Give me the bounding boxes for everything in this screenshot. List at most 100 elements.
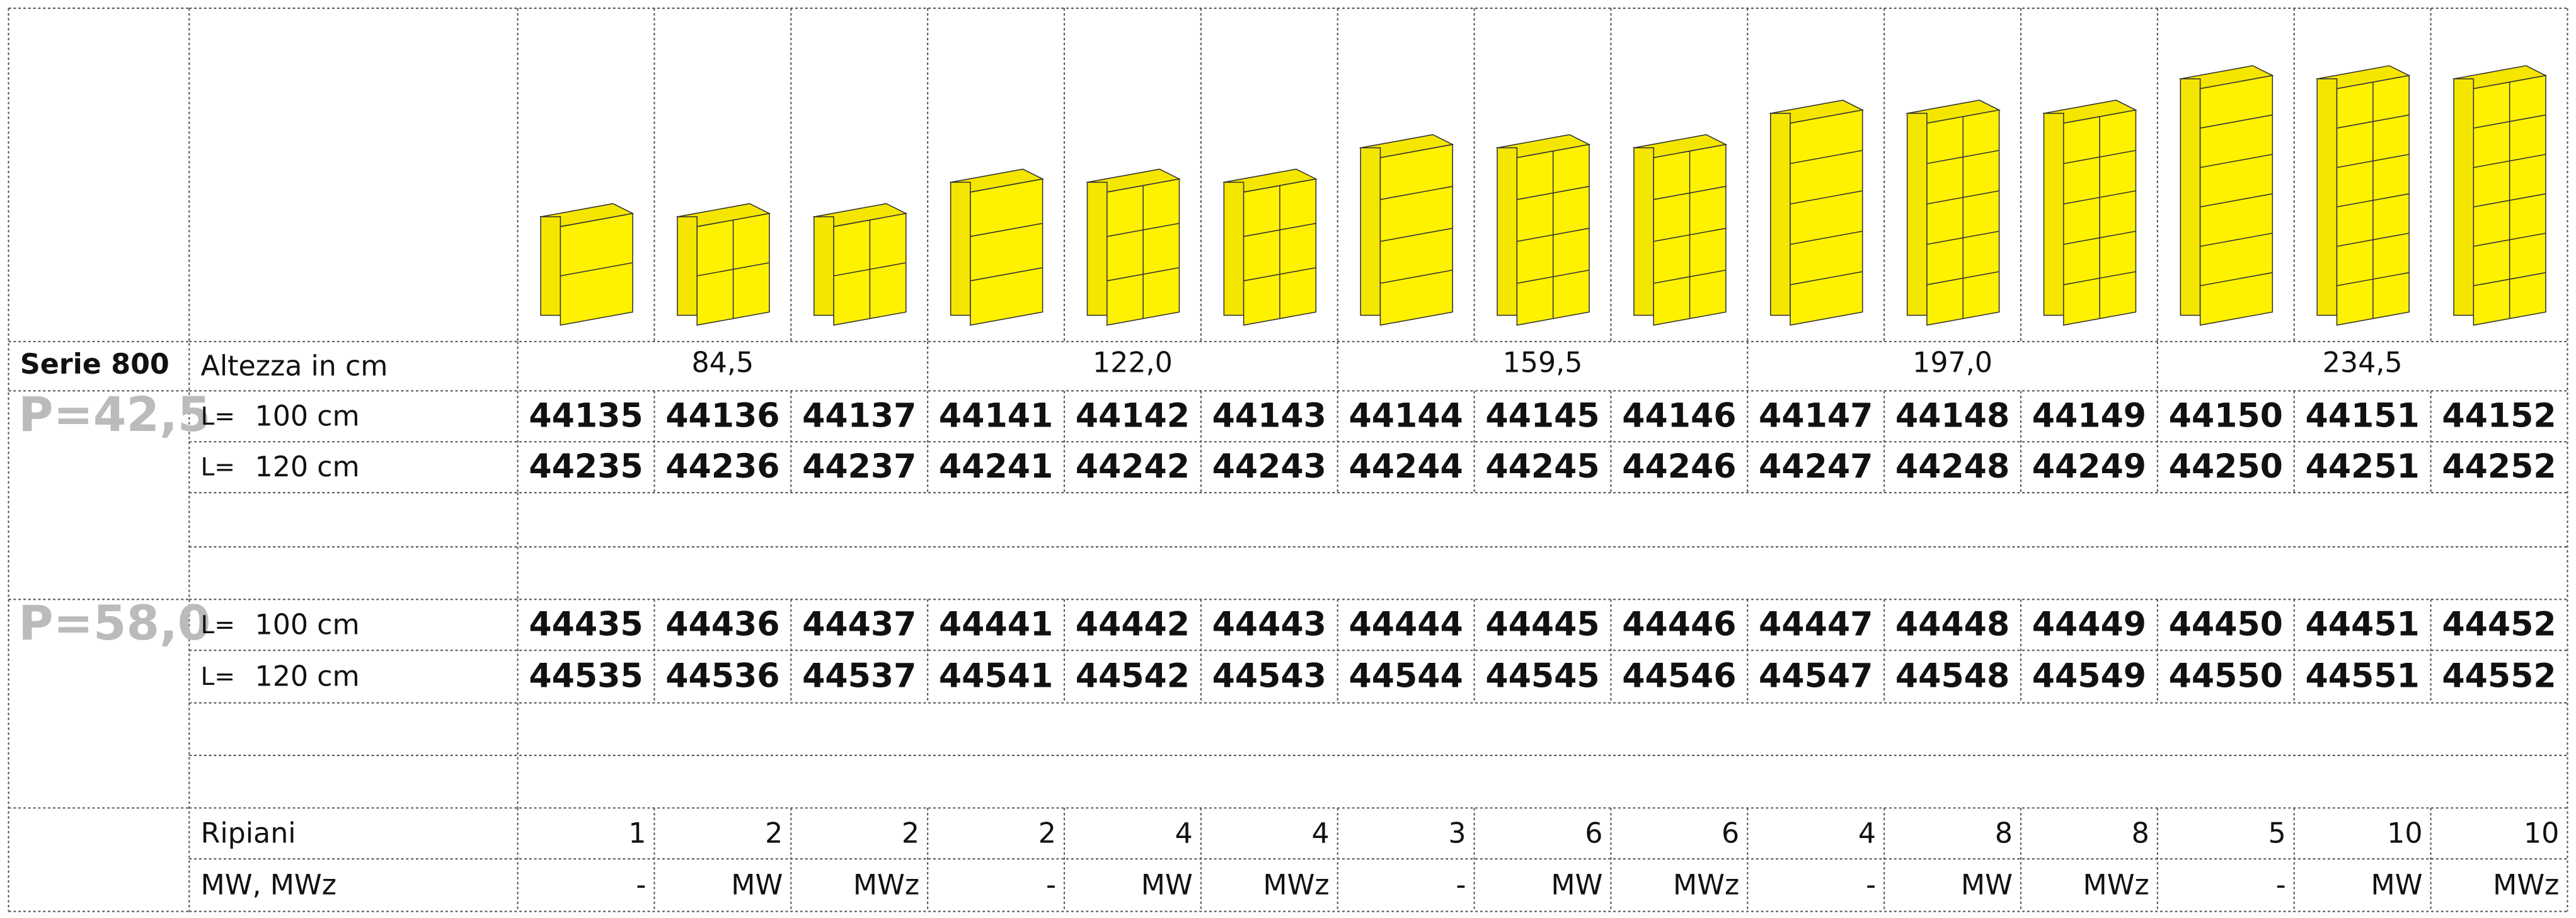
article-code: 44148 (1895, 397, 2010, 435)
shelves-count: 6 (1722, 817, 1739, 849)
width-prefix: L= (201, 454, 236, 482)
article-code: 44449 (2032, 605, 2146, 643)
article-code: 44537 (802, 657, 916, 695)
article-code: 44536 (665, 657, 779, 695)
article-code: 44543 (1212, 657, 1326, 695)
shelf-icon (2200, 232, 2273, 247)
shelf-icon (540, 216, 561, 316)
height-value: 84,5 (692, 347, 754, 379)
shelves-count: 3 (1448, 817, 1466, 849)
finish: - (1866, 869, 1876, 901)
article-code: 44445 (1485, 605, 1599, 643)
article-code: 44142 (1076, 397, 1190, 435)
shelf-icon (1790, 231, 1863, 245)
shelf-icon (1790, 271, 1863, 285)
shelf-icon (1633, 147, 1654, 316)
article-code: 44135 (529, 397, 643, 435)
height-value: 159,5 (1503, 347, 1583, 379)
height-value: 234,5 (2323, 347, 2403, 379)
article-code: 44541 (939, 657, 1053, 695)
article-code: 44545 (1485, 657, 1599, 695)
article-code: 44151 (2305, 397, 2419, 435)
finish: MW (731, 869, 783, 901)
article-code: 44542 (1076, 657, 1190, 695)
shelf-icon (1380, 227, 1453, 242)
width-label: 120 cm (255, 660, 360, 692)
shelves-count: 6 (1585, 817, 1602, 849)
height-label: Altezza in cm (201, 350, 388, 382)
article-code: 44243 (1212, 448, 1326, 486)
shelves-count: 5 (2268, 817, 2286, 849)
article-code: 44137 (802, 397, 916, 435)
article-code: 44535 (529, 657, 643, 695)
article-code: 44550 (2169, 657, 2283, 695)
article-code: 44251 (2305, 448, 2419, 486)
finish: - (1456, 869, 1466, 901)
finish: MWz (1673, 869, 1739, 901)
article-code: 44548 (1895, 657, 2010, 695)
finish: MWz (853, 869, 919, 901)
article-code: 44443 (1212, 605, 1326, 643)
finish: MW (1551, 869, 1602, 901)
article-code: 44544 (1348, 657, 1463, 695)
finish: - (2276, 869, 2286, 901)
height-value: 197,0 (1912, 347, 1992, 379)
shelf-icon (970, 178, 1044, 326)
article-code: 44147 (1759, 397, 1873, 435)
shelves-count: 1 (628, 817, 646, 849)
article-code: 44145 (1485, 397, 1599, 435)
finish: - (636, 869, 646, 901)
article-code: 44547 (1759, 657, 1873, 695)
finish: MW (1141, 869, 1193, 901)
finish: MWz (1263, 869, 1329, 901)
article-code: 44152 (2442, 397, 2556, 435)
shelf-icon (677, 216, 698, 316)
shelf-icon (1790, 190, 1863, 205)
article-code: 44244 (1348, 448, 1463, 486)
article-code: 44252 (2442, 448, 2556, 486)
article-code: 44442 (1076, 605, 1190, 643)
shelf-icon (560, 262, 633, 277)
width-prefix: L= (201, 611, 236, 640)
shelf-icon (970, 267, 1043, 282)
article-code: 44436 (665, 605, 779, 643)
shelf-icon (970, 222, 1043, 238)
article-code: 44246 (1622, 448, 1736, 486)
article-code: 44245 (1485, 448, 1599, 486)
shelves-count: 2 (1038, 817, 1056, 849)
article-code: 44451 (2305, 605, 2419, 643)
article-code: 44141 (939, 397, 1053, 435)
article-code: 44551 (2305, 657, 2419, 695)
article-code: 44149 (2032, 397, 2146, 435)
shelf-icon (2200, 154, 2273, 168)
article-code: 44249 (2032, 448, 2146, 486)
width-label: 120 cm (255, 451, 360, 483)
article-code: 44444 (1348, 605, 1463, 643)
width-label: 100 cm (255, 400, 360, 432)
article-code: 44447 (1759, 605, 1873, 643)
shelf-icon (1790, 109, 1863, 326)
shelf-icon (1360, 147, 1381, 316)
shelf-icon (1223, 181, 1245, 316)
shelves-count: 8 (1995, 817, 2013, 849)
shelf-icon (1086, 181, 1108, 316)
shelves-count: 4 (1311, 817, 1329, 849)
finish: MWz (2493, 869, 2559, 901)
shelf-icon (1790, 149, 1863, 164)
shelf-icon (2200, 114, 2273, 129)
shelf-icon (950, 181, 971, 316)
article-code: 44241 (939, 448, 1053, 486)
article-code: 44452 (2442, 605, 2556, 643)
shelf-icon (813, 216, 834, 316)
article-code: 44549 (2032, 657, 2146, 695)
article-code: 44446 (1622, 605, 1736, 643)
article-code: 44146 (1622, 397, 1736, 435)
article-code: 44237 (802, 448, 916, 486)
article-code: 44144 (1348, 397, 1463, 435)
article-code: 44247 (1759, 448, 1873, 486)
shelf-icon (1380, 269, 1453, 284)
article-code: 44143 (1212, 397, 1326, 435)
article-code: 44435 (529, 605, 643, 643)
article-code: 44250 (2169, 448, 2283, 486)
